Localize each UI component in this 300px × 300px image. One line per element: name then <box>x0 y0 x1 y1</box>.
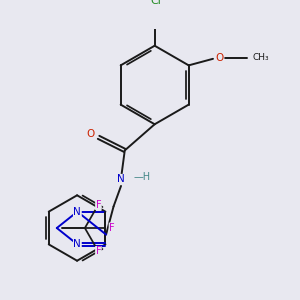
Text: —H: —H <box>133 172 150 182</box>
Text: O: O <box>86 129 94 139</box>
Text: F: F <box>96 247 101 256</box>
Text: Cl: Cl <box>150 0 161 6</box>
Text: O: O <box>215 53 224 63</box>
Text: F: F <box>109 223 115 233</box>
Text: N: N <box>74 239 81 249</box>
Text: N: N <box>74 207 81 217</box>
Text: N: N <box>117 174 125 184</box>
Text: CH₃: CH₃ <box>252 53 269 62</box>
Text: F: F <box>96 200 101 209</box>
